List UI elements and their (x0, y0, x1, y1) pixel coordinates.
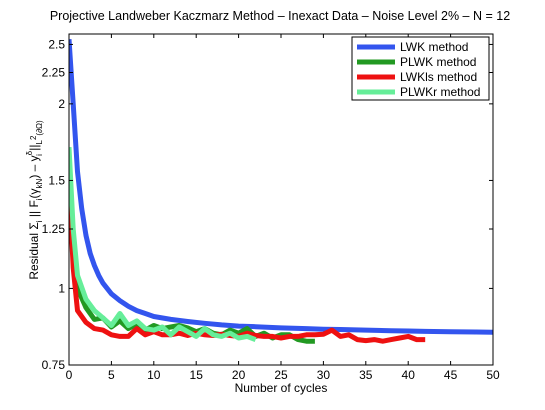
x-axis: 0 5 10 15 20 25 30 35 40 45 50 (66, 34, 500, 382)
x-axis-label: Number of cycles (235, 381, 328, 395)
x-tick-label: 45 (444, 368, 458, 382)
x-tick-label: 5 (108, 368, 115, 382)
legend-label-2: PLWK method (400, 55, 476, 69)
ylabel-sub-kn: kN (35, 178, 44, 188)
ylabel-arg: (γ (27, 188, 41, 198)
x-tick-label: 0 (66, 368, 73, 382)
ylabel-sup-delta: δ (25, 150, 34, 155)
x-tick-label: 15 (190, 368, 204, 382)
ylabel-sub-space: L (35, 139, 44, 144)
x-tick-label: 30 (317, 368, 331, 382)
series-layer (69, 39, 493, 344)
x-tick-label: 25 (274, 368, 288, 382)
x-tick-label: 35 (359, 368, 373, 382)
legend-label-3: LWKls method (400, 70, 477, 84)
y-tick-label: 2.25 (42, 65, 66, 79)
chart-title: Projective Landweber Kaczmarz Method – I… (50, 9, 510, 23)
ylabel-sub-i3: i (35, 154, 44, 156)
ylabel-sup-2: 2 (29, 135, 38, 140)
y-tick-label: 1.5 (48, 173, 65, 187)
x-tick-label: 50 (486, 368, 500, 382)
y-tick-label: 2.5 (48, 37, 65, 51)
ylabel-close: ) – y (27, 155, 41, 178)
x-tick-label: 40 (402, 368, 416, 382)
ylabel-middle: || F (27, 200, 41, 220)
x-tick-label: 10 (147, 368, 161, 382)
series-line-4 (69, 146, 257, 342)
legend-label-1: LWK method (400, 40, 468, 54)
ylabel-sub-i1: i (35, 220, 44, 222)
ylabel-sub-domain: (∂Ω) (35, 120, 44, 136)
ylabel-norm: || (27, 144, 41, 154)
series-line-1 (69, 39, 493, 335)
legend-label-4: PLWKr method (400, 85, 480, 99)
ylabel-sub-i2: i (35, 198, 44, 200)
ylabel-prefix: Residual Σ (27, 222, 41, 279)
y-axis-label: Residual Σi || Fi(γkN) – yδi ||L2(∂Ω) (25, 120, 44, 280)
y-tick-label: 1.25 (42, 222, 66, 236)
y-tick-label: 2 (58, 97, 65, 111)
y-tick-label: 0.75 (42, 358, 66, 372)
x-tick-label: 20 (232, 368, 246, 382)
y-tick-label: 1 (58, 281, 65, 295)
y-axis: 0.75 1 1.25 1.5 2 2.25 2.5 (42, 37, 493, 372)
